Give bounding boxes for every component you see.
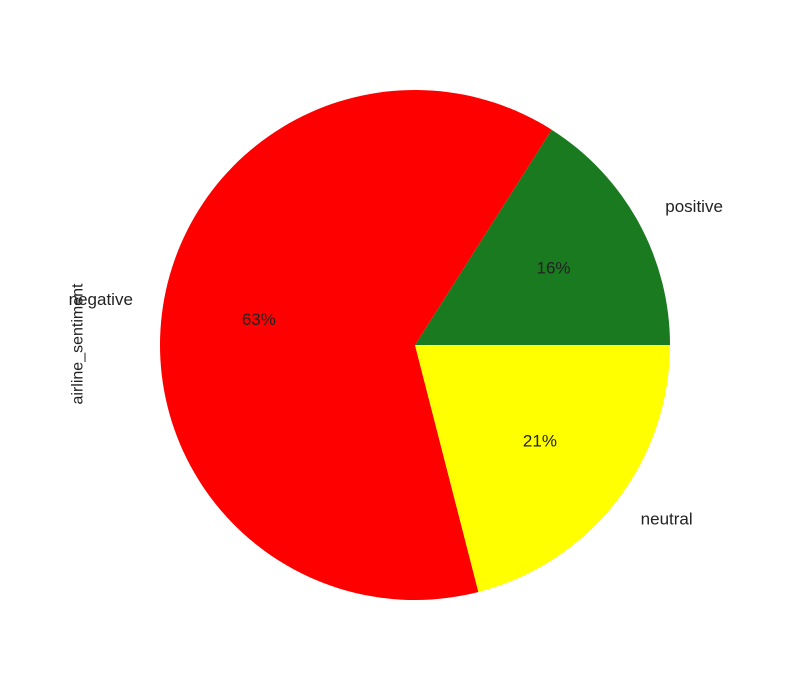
- pie-pct-negative: 63%: [242, 310, 276, 329]
- y-axis-label: airline_sentiment: [69, 283, 87, 404]
- pie-label-neutral: neutral: [641, 510, 693, 529]
- pie-pct-positive: 16%: [537, 258, 571, 277]
- pie-label-positive: positive: [665, 197, 723, 216]
- pie-pct-neutral: 21%: [523, 431, 557, 450]
- pie-svg: 16%63%21%positivenegativeneutral: [0, 0, 802, 687]
- pie-chart: airline_sentiment 16%63%21%positivenegat…: [0, 0, 802, 687]
